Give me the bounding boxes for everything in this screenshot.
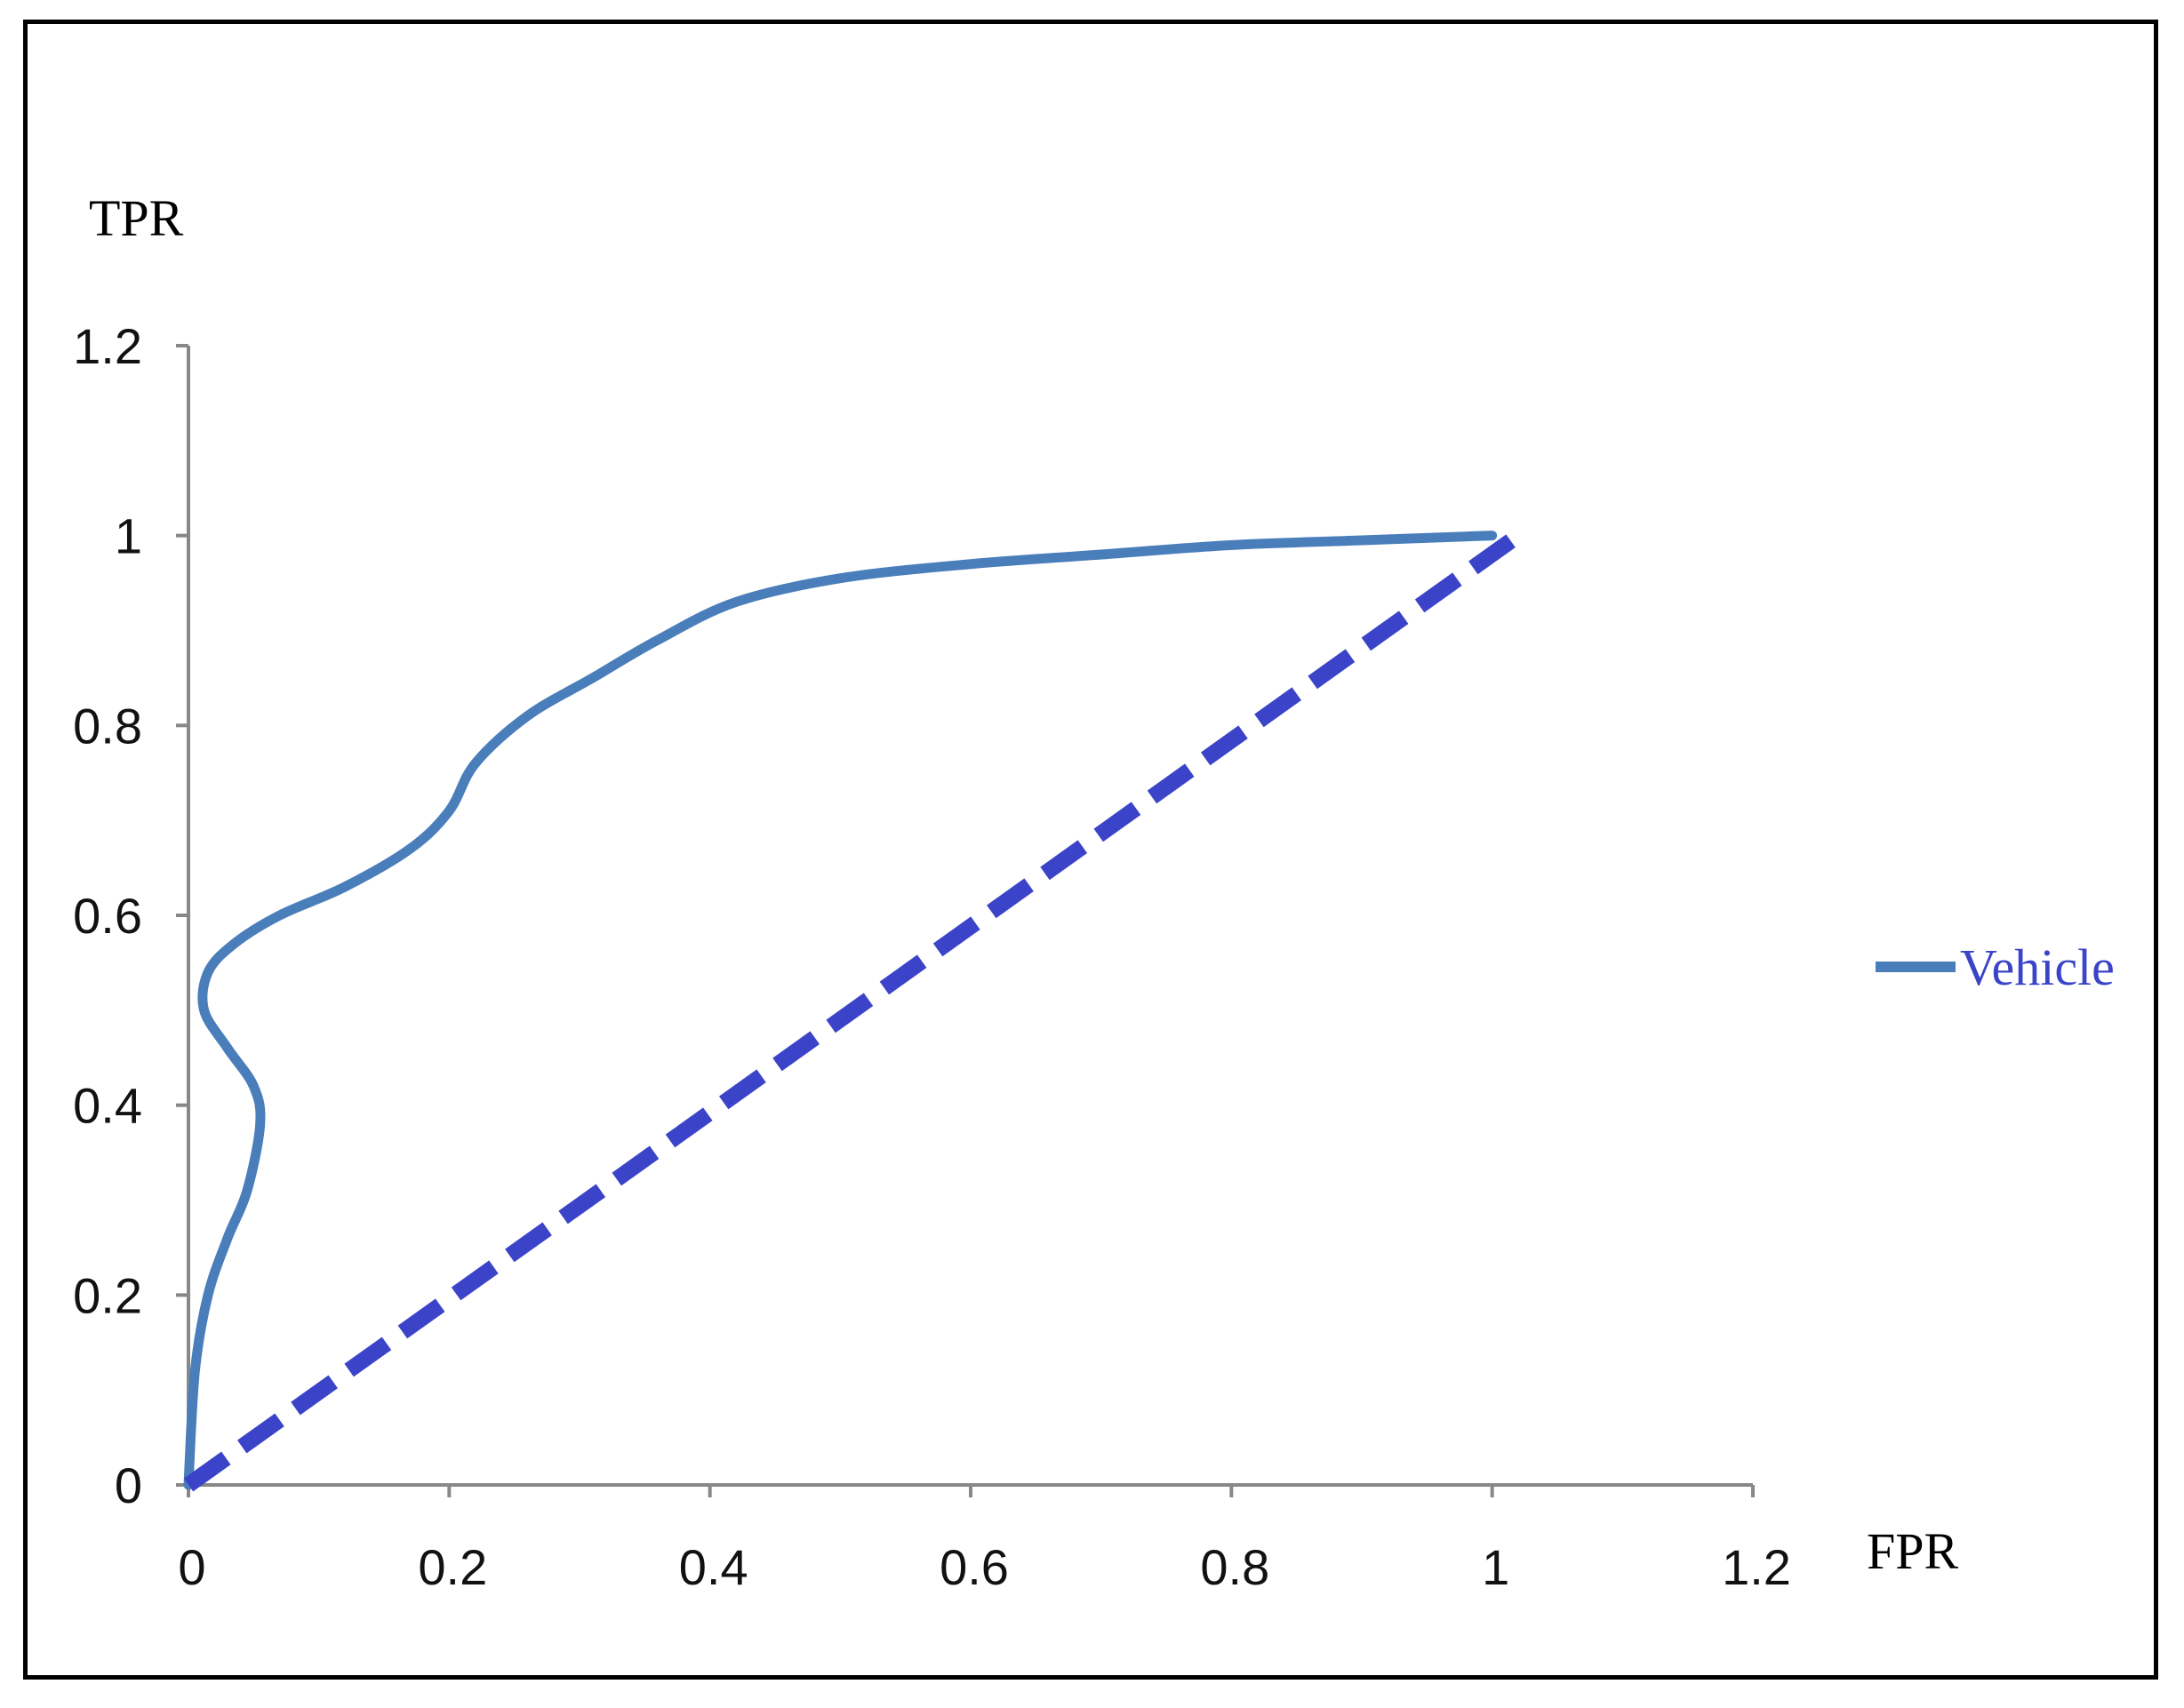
- series-diagonal-reference: [183, 529, 1524, 1492]
- x-axis-title: FPR: [1867, 1522, 1959, 1580]
- ticks: 0 0.2 0.4 0.6 0.8 1 1.2 0 0.2 0.4 0.6 0.8 1 1.2: [73, 318, 1791, 1595]
- x-tick-label: 0.6: [940, 1539, 1009, 1595]
- y-tick-label: 0.4: [73, 1078, 142, 1134]
- x-tick-label: 1: [1482, 1539, 1509, 1595]
- y-tick-label: 1.2: [73, 318, 142, 374]
- x-tick-label: 0.8: [1200, 1539, 1269, 1595]
- legend-label-vehicle: Vehicle: [1960, 938, 2115, 996]
- x-tick-label: 0: [178, 1539, 205, 1595]
- legend: Vehicle: [1876, 938, 2115, 996]
- y-tick-label: 0.6: [73, 888, 142, 944]
- y-tick-label: 0: [115, 1457, 142, 1513]
- x-tick-label: 0.2: [418, 1539, 487, 1595]
- y-axis-title: TPR: [89, 189, 184, 247]
- y-tick-label: 0.8: [73, 698, 142, 754]
- series-layer: [183, 529, 1524, 1492]
- x-tick-label: 1.2: [1722, 1539, 1791, 1595]
- chart-frame: [23, 20, 2158, 1680]
- y-tick-label: 1: [115, 508, 142, 564]
- y-tick-label: 0.2: [73, 1267, 142, 1323]
- series-vehicle-line: [183, 531, 1498, 1490]
- x-tick-label: 0.4: [679, 1539, 748, 1595]
